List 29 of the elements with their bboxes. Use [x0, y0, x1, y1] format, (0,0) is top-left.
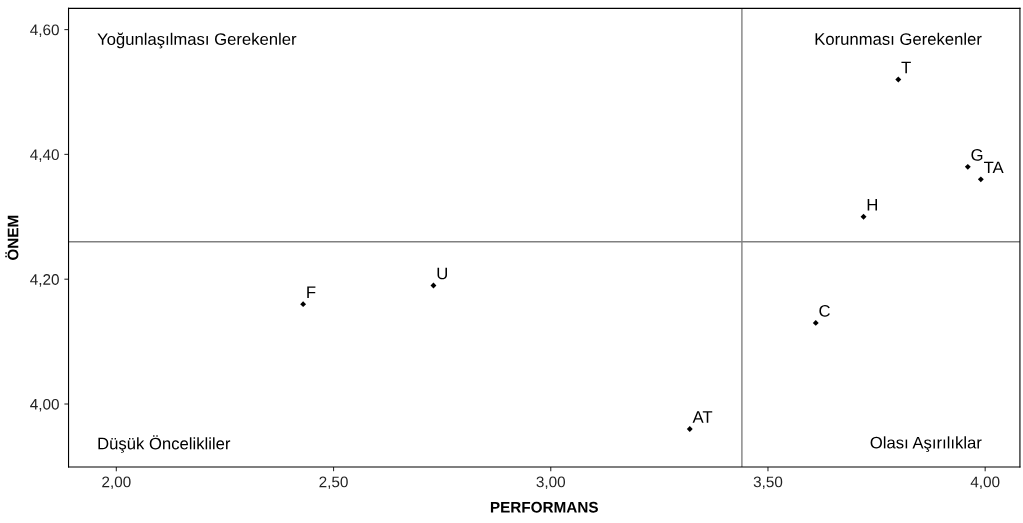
- x-tick-label: 3,50: [753, 476, 783, 490]
- annotation: Olası Aşırılıklar: [870, 436, 982, 452]
- annotation: G: [971, 149, 983, 161]
- annotation: TA: [983, 161, 1004, 174]
- y-axis-title: ÖNEM: [5, 215, 19, 260]
- annotation: Yoğunlaşılması Gerekenler: [97, 32, 297, 49]
- x-tick-label: 2,00: [102, 476, 131, 490]
- point: [895, 76, 902, 83]
- point: [812, 319, 819, 326]
- y-tick-label: 4,40: [30, 149, 59, 162]
- x-axis-title: PERFORMANS: [490, 501, 598, 513]
- y-tick-label: 4,20: [30, 274, 59, 287]
- annotation: Düşük Öncelikliler: [98, 435, 231, 453]
- annotation: T: [901, 61, 911, 74]
- point: [860, 213, 867, 220]
- x-tick-label: 2,50: [319, 476, 348, 490]
- annotation: F: [307, 286, 316, 298]
- y-tick-label: 4,60: [30, 24, 59, 38]
- annotation: AT: [692, 411, 713, 423]
- x-tick-label: 4,00: [970, 476, 1000, 490]
- annotation: Korunması Gerekenler: [815, 32, 982, 45]
- annotation: C: [819, 305, 830, 317]
- annotation: U: [437, 267, 447, 280]
- annotation: H: [867, 199, 877, 211]
- point: [686, 426, 693, 432]
- point: [964, 163, 971, 170]
- point: [977, 176, 984, 183]
- y-tick-label: 4,00: [30, 398, 59, 412]
- x-tick-label: 3,00: [536, 476, 566, 490]
